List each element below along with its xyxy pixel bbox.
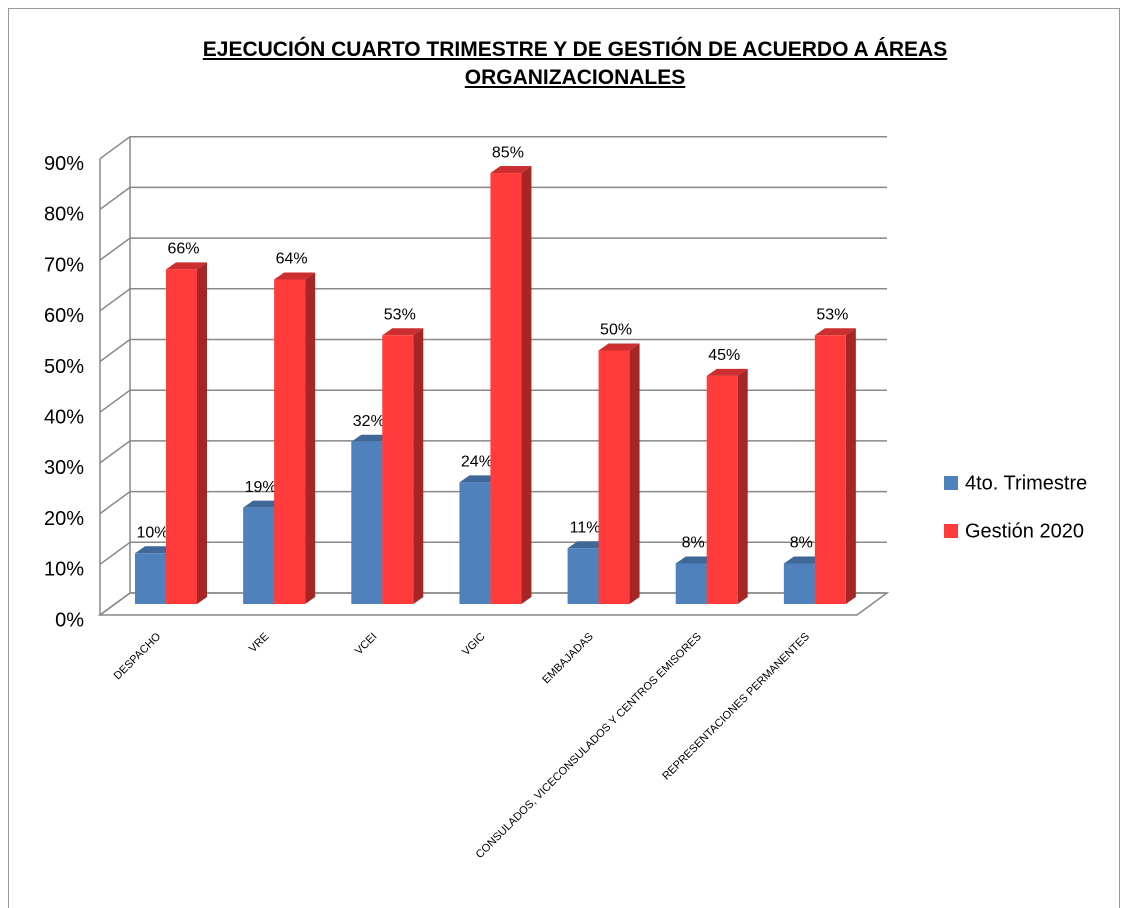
x-tick-label: EMBAJADAS <box>540 631 596 687</box>
bar-top <box>598 343 640 351</box>
bar-front <box>783 563 815 604</box>
y-tick-label: 10% <box>44 559 84 581</box>
bar-top <box>814 328 856 336</box>
legend-label: 4to. Trimestre <box>965 472 1087 494</box>
bar-top <box>274 272 316 280</box>
bar-top <box>706 368 748 376</box>
bar-top <box>166 262 207 270</box>
y-tick-label: 70% <box>44 254 84 276</box>
bar-top <box>567 541 609 549</box>
data-label: 8% <box>682 535 705 552</box>
bar-side <box>305 272 316 604</box>
data-label: 53% <box>816 307 848 324</box>
bar-top <box>243 500 285 508</box>
y-tick-label: 0% <box>55 609 84 631</box>
data-label: 32% <box>353 413 385 430</box>
bar-top <box>459 475 501 483</box>
y-tick-label: 60% <box>44 305 84 327</box>
bar-front <box>351 441 383 604</box>
chart-title: EJECUCIÓN CUARTO TRIMESTRE Y DE GESTIÓN … <box>202 38 948 89</box>
y-tick-label: 20% <box>44 508 84 530</box>
x-tick-label: VRE <box>247 631 271 655</box>
x-tick-label: VGIC <box>460 631 488 659</box>
bar-front <box>706 375 738 604</box>
grid-line <box>99 135 887 160</box>
data-label: 45% <box>708 347 740 364</box>
bar-front <box>490 173 522 605</box>
bar-top <box>675 556 717 564</box>
data-label: 19% <box>245 479 277 496</box>
bar-top <box>351 434 393 442</box>
bar-front <box>459 482 491 604</box>
chart-frame <box>8 8 1120 908</box>
bar-front <box>382 335 414 604</box>
bar-front <box>675 563 707 604</box>
bar-side <box>413 328 424 604</box>
y-tick-label: 90% <box>44 153 84 175</box>
grid-line <box>99 186 887 211</box>
bar <box>166 262 207 604</box>
grid-line <box>99 288 887 312</box>
bar-front <box>598 350 630 604</box>
y-tick-label: 30% <box>44 457 84 479</box>
bar-front <box>135 553 166 604</box>
bar-top <box>490 166 532 174</box>
grid-line <box>99 237 887 261</box>
legend-swatch <box>944 524 958 538</box>
x-tick-label: CONSULADOS, VICECONSULADOS Y CENTROS EMI… <box>474 631 704 861</box>
data-label: 11% <box>570 519 601 536</box>
data-label: 50% <box>600 322 632 339</box>
bar <box>706 368 748 604</box>
bar <box>490 166 532 605</box>
data-label: 10% <box>136 525 168 542</box>
data-label: 66% <box>167 241 199 258</box>
bar-front <box>274 279 306 604</box>
legend-label: Gestión 2020 <box>965 520 1084 542</box>
bar <box>274 272 316 604</box>
data-label: 64% <box>276 251 308 268</box>
bar <box>814 328 856 604</box>
bar-side <box>629 343 640 604</box>
bar-front <box>243 507 275 604</box>
data-label: 8% <box>790 535 813 552</box>
data-label: 53% <box>384 307 416 324</box>
bar-side <box>197 262 207 604</box>
bar-front <box>166 269 197 604</box>
y-tick-label: 80% <box>44 204 84 226</box>
bar-side <box>845 328 856 604</box>
data-label: 24% <box>461 454 493 471</box>
bar-side <box>521 166 532 605</box>
y-tick-label: 50% <box>44 356 84 378</box>
bar-side <box>737 368 748 604</box>
bar-top <box>382 328 424 336</box>
grid-line <box>99 338 887 363</box>
bar-front <box>814 335 846 604</box>
bar <box>382 328 424 604</box>
y-tick-label: 40% <box>44 406 84 428</box>
bar-top <box>135 546 176 554</box>
legend-swatch <box>944 476 958 490</box>
x-tick-label: DESPACHO <box>112 630 164 682</box>
data-label: 85% <box>492 144 524 161</box>
bar-front <box>567 548 599 604</box>
bar-top <box>783 556 825 564</box>
x-tick-label: VCEI <box>353 631 380 658</box>
bar <box>598 343 640 604</box>
